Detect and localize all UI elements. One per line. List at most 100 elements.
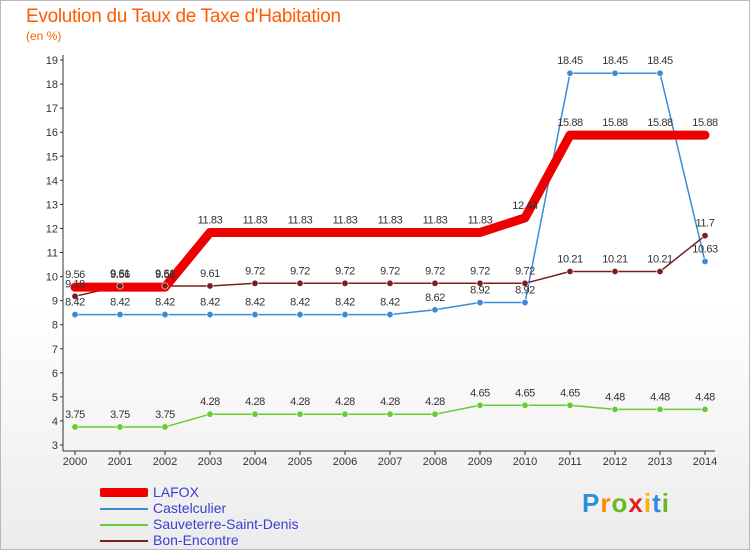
data-point (566, 401, 574, 409)
x-tick-label: 2001 (108, 456, 132, 468)
data-label: 9.56 (65, 269, 85, 281)
data-point (611, 405, 619, 413)
data-label: 3.75 (65, 409, 85, 421)
y-tick-label: 17 (46, 103, 58, 115)
x-tick-label: 2013 (648, 456, 672, 468)
data-point (521, 401, 529, 409)
data-point (431, 306, 439, 314)
data-label: 11.83 (288, 215, 313, 227)
data-point (656, 405, 664, 413)
data-point (206, 282, 214, 290)
x-tick-label: 2011 (558, 456, 582, 468)
data-point (476, 299, 484, 307)
legend-swatch (100, 540, 148, 542)
y-tick-label: 8 (52, 320, 58, 332)
data-point (251, 410, 259, 418)
data-label: 9.72 (470, 265, 490, 277)
y-tick-label: 7 (52, 344, 58, 356)
x-tick-label: 2010 (513, 456, 537, 468)
y-tick-label: 18 (46, 79, 58, 91)
data-point (161, 423, 169, 431)
data-point (251, 279, 259, 287)
y-tick-label: 4 (52, 416, 58, 428)
data-label: 10.21 (602, 254, 628, 266)
x-tick-label: 2004 (243, 456, 267, 468)
legend-label: Bon-Encontre (153, 532, 239, 548)
y-tick-label: 13 (46, 199, 58, 211)
data-point (341, 311, 349, 319)
data-label: 9.61 (155, 268, 175, 280)
data-label: 4.28 (335, 396, 355, 408)
data-point (656, 69, 664, 77)
data-label: 8.42 (155, 297, 175, 309)
data-label: 18.45 (602, 55, 628, 67)
data-label: 9.72 (380, 265, 400, 277)
legend-item-bon-encontre: Bon-Encontre (100, 532, 360, 549)
chart-title: Evolution du Taux de Taxe d'Habitation (26, 6, 341, 27)
data-label: 11.7 (696, 218, 715, 230)
data-label: 15.88 (692, 117, 718, 129)
data-label: 8.92 (515, 285, 535, 297)
x-tick-label: 2005 (288, 456, 312, 468)
data-label: 9.61 (110, 268, 130, 280)
data-label: 4.28 (425, 396, 445, 408)
data-label: 11.83 (198, 215, 223, 227)
y-tick-label: 15 (46, 151, 58, 163)
data-label: 12.44 (512, 200, 538, 212)
x-tick-label: 2007 (378, 456, 402, 468)
data-point (116, 423, 124, 431)
x-tick-label: 2006 (333, 456, 357, 468)
legend-item-lafox: LAFOX (100, 484, 360, 501)
data-label: 11.83 (468, 215, 493, 227)
x-tick-label: 2008 (423, 456, 447, 468)
data-label: 9.18 (65, 278, 85, 290)
data-point (71, 292, 79, 300)
data-point (116, 311, 124, 319)
data-label: 11.83 (333, 215, 358, 227)
data-point (161, 311, 169, 319)
data-label: 4.28 (245, 396, 265, 408)
y-axis-unit: (en %) (26, 29, 62, 43)
data-point (341, 410, 349, 418)
data-point (656, 268, 664, 276)
data-label: 9.72 (290, 265, 310, 277)
data-point (296, 311, 304, 319)
data-label: 3.75 (155, 409, 175, 421)
data-point (251, 311, 259, 319)
data-label: 4.65 (560, 387, 580, 399)
data-point (386, 279, 394, 287)
data-label: 9.72 (245, 265, 265, 277)
data-label: 9.72 (425, 265, 445, 277)
data-label: 10.21 (557, 254, 583, 266)
x-tick-label: 2014 (693, 456, 717, 468)
data-point (206, 410, 214, 418)
data-label: 18.45 (557, 55, 583, 67)
data-point (521, 299, 529, 307)
data-label: 8.42 (200, 297, 220, 309)
y-tick-label: 14 (46, 175, 58, 187)
data-label: 3.75 (110, 409, 130, 421)
y-tick-label: 16 (46, 127, 58, 139)
data-label: 15.88 (602, 117, 628, 129)
data-point (566, 69, 574, 77)
y-tick-label: 3 (52, 440, 58, 452)
data-label: 8.62 (425, 292, 445, 304)
data-point (71, 423, 79, 431)
data-label: 8.92 (470, 285, 490, 297)
data-label: 10.21 (647, 254, 673, 266)
data-label: 4.28 (200, 396, 220, 408)
legend-swatch (100, 488, 148, 497)
data-label: 18.45 (647, 55, 673, 67)
data-point (476, 279, 484, 287)
data-point (206, 311, 214, 319)
data-point (386, 410, 394, 418)
data-point (611, 268, 619, 276)
data-label: 11.83 (378, 215, 403, 227)
data-point (701, 257, 709, 265)
data-point (701, 232, 709, 240)
data-label: 11.83 (243, 215, 268, 227)
data-label: 4.28 (380, 396, 400, 408)
data-label: 8.42 (290, 297, 310, 309)
